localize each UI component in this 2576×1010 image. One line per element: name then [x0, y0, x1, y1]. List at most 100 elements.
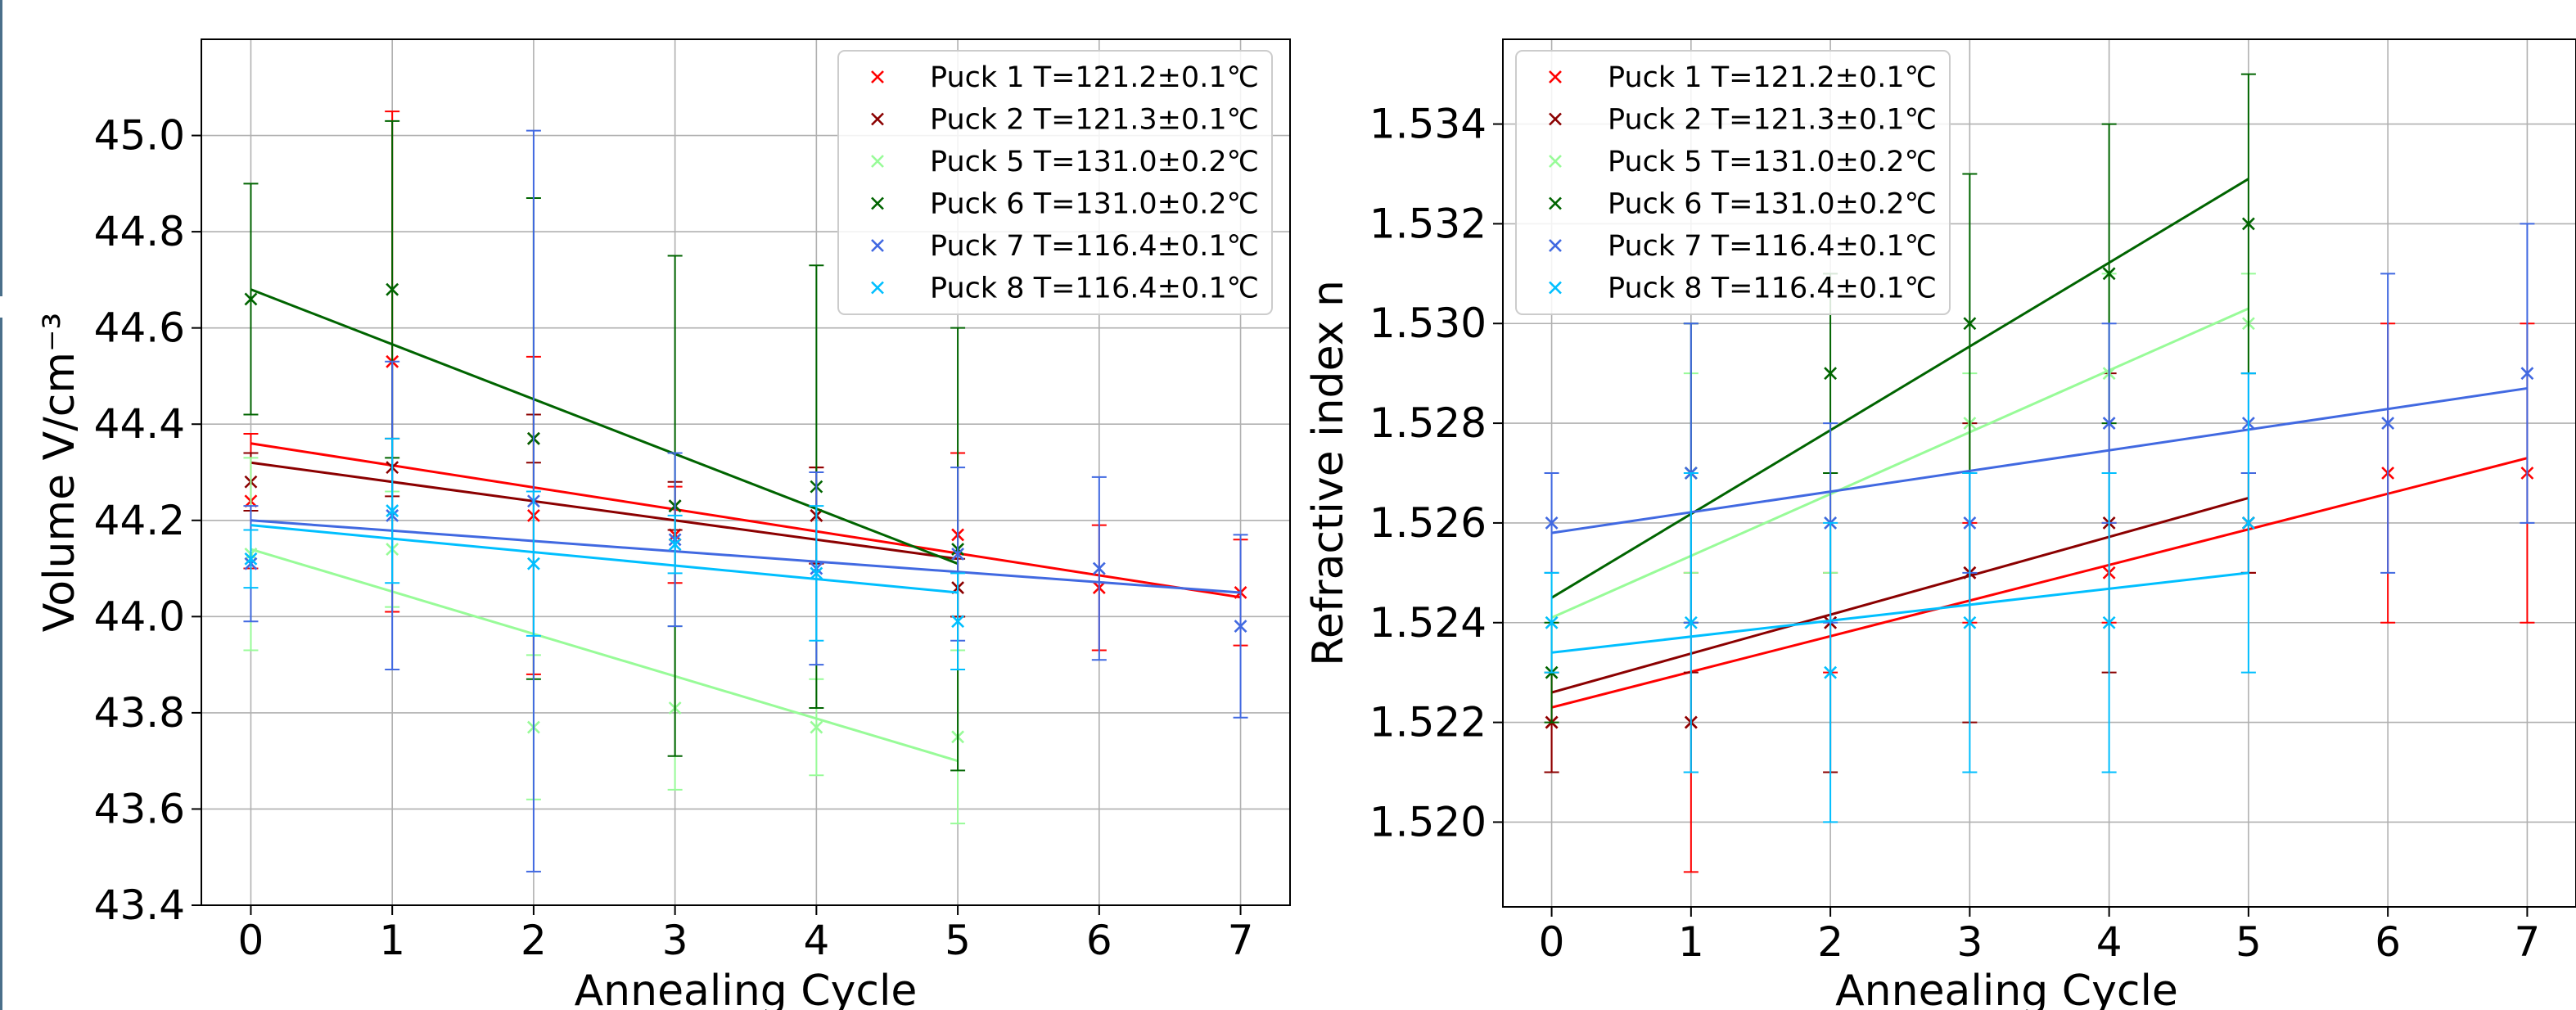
fit-line [1551, 571, 2249, 654]
y-axis-label: Refractive index n [1304, 280, 1353, 666]
legend-marker [871, 112, 884, 126]
x-tick-label: 6 [2375, 918, 2401, 966]
legend: Puck 1 T=121.2±0.1℃ Puck 2 T=121.3±0.1℃ Pu… [837, 50, 1273, 315]
y-tick-label: 44.4 [94, 400, 185, 448]
data-point [2241, 516, 2255, 530]
series-6 [1544, 372, 2256, 823]
legend-entry: Puck 5 T=131.0±0.2℃ [930, 146, 1259, 178]
data-point [951, 548, 965, 561]
data-point [1824, 665, 1838, 679]
left-edge-line-top [0, 0, 2, 296]
legend-marker [871, 155, 884, 168]
x-tick-label: 3 [662, 917, 688, 964]
left-edge-line-bottom [0, 318, 2, 1010]
legend-marker [871, 70, 884, 83]
legend-entry: Puck 2 T=121.3±0.1℃ [1608, 104, 1937, 137]
x-tick-label: 4 [803, 917, 829, 964]
volume-chart: 0 1 2 3 4 5 6 7 43.4 43.6 43.8 44.0 44.2 44.4 44.6 44.8… [35, 38, 1291, 1010]
data-point [2381, 417, 2395, 430]
x-tick-label: 4 [2096, 918, 2123, 966]
data-point [244, 552, 258, 566]
data-point [1963, 615, 1977, 629]
data-point [810, 566, 823, 580]
legend-marker [871, 281, 884, 295]
legend-marker [1549, 239, 1562, 252]
legend-marker [1549, 70, 1562, 83]
fit-line [250, 461, 959, 561]
data-point [2102, 267, 2116, 281]
data-point [1545, 615, 1559, 629]
data-point [1234, 620, 1247, 634]
y-tick-label: 45.0 [94, 112, 185, 160]
y-tick-label: 44.2 [94, 497, 185, 544]
fit-line [1551, 497, 2249, 694]
fit-line [1551, 386, 2528, 534]
data-point [2520, 367, 2534, 381]
fit-line [1550, 307, 2249, 620]
data-point [386, 504, 399, 517]
data-point [1684, 615, 1698, 629]
x-axis-label: Annealing Cycle [1835, 967, 2178, 1010]
data-point [951, 615, 965, 629]
x-tick-label: 3 [1956, 918, 1983, 966]
legend-marker [1549, 155, 1562, 168]
y-tick-label: 44.8 [94, 208, 185, 255]
legend-entry: Puck 7 T=116.4±0.1℃ [1608, 230, 1937, 263]
data-point [1545, 516, 1559, 530]
x-tick-label: 2 [521, 917, 547, 964]
legend-entry: Puck 8 T=116.4±0.1℃ [1608, 273, 1937, 305]
x-tick-label: 5 [2235, 918, 2262, 966]
data-point [526, 557, 540, 570]
data-point [2102, 417, 2116, 430]
plot-frame [1502, 38, 2576, 908]
series-3 [243, 457, 966, 825]
y-tick-label: 1.532 [1369, 200, 1487, 247]
legend-box [1515, 50, 1951, 315]
x-tick-label: 7 [2515, 918, 2541, 966]
y-axis-label: Volume V/cm⁻³ [35, 313, 84, 633]
legend-entry: Puck 6 T=131.0±0.2℃ [1608, 188, 1937, 221]
x-tick-label: 1 [1678, 918, 1704, 966]
x-tick-label: 1 [379, 917, 405, 964]
x-tick-label: 7 [1228, 917, 1254, 964]
legend-entry: Puck 1 T=121.2±0.1℃ [1608, 61, 1937, 94]
legend-entry: Puck 6 T=131.0±0.2℃ [930, 188, 1259, 221]
data-point [1824, 367, 1838, 381]
legend-entry: Puck 5 T=131.0±0.2℃ [1608, 146, 1937, 178]
fit-line [250, 442, 1241, 599]
y-tick-label: 44.0 [94, 593, 185, 640]
series-2 [243, 413, 966, 618]
y-tick-label: 1.534 [1369, 101, 1487, 148]
legend-box [837, 50, 1273, 315]
y-tick-label: 43.6 [94, 785, 185, 832]
fit-line [250, 519, 1241, 594]
legend-marker [1549, 196, 1562, 210]
data-point [386, 282, 399, 296]
fit-line [1550, 178, 2249, 599]
y-tick-label: 1.526 [1369, 499, 1487, 547]
legend-marker [871, 239, 884, 252]
fit-line [250, 524, 959, 594]
refractive-index-chart: 0 1 2 3 4 5 6 7 1.520 1.522 1.524 1.526 1.528 1.530 1.… [1304, 38, 2576, 1010]
legend-marker [1549, 281, 1562, 295]
fit-line [250, 548, 959, 763]
x-tick-label: 6 [1086, 917, 1112, 964]
y-tick-label: 1.524 [1369, 599, 1487, 647]
series-6 [243, 437, 966, 670]
data-point [668, 538, 682, 552]
x-tick-label: 0 [238, 917, 264, 964]
data-point [2102, 615, 2116, 629]
legend-entry: Puck 7 T=116.4±0.1℃ [930, 230, 1259, 263]
x-tick-label: 0 [1539, 918, 1565, 966]
data-point [244, 292, 258, 306]
legend-marker [871, 196, 884, 210]
fit-line [1551, 457, 2528, 709]
y-tick-label: 43.8 [94, 689, 185, 737]
legend-entry: Puck 1 T=121.2±0.1℃ [930, 61, 1259, 94]
y-tick-label: 43.4 [94, 881, 185, 929]
x-tick-label: 2 [1817, 918, 1843, 966]
legend-entry: Puck 8 T=116.4±0.1℃ [930, 273, 1259, 305]
fit-line [250, 288, 959, 566]
y-tick-label: 1.530 [1369, 300, 1487, 347]
